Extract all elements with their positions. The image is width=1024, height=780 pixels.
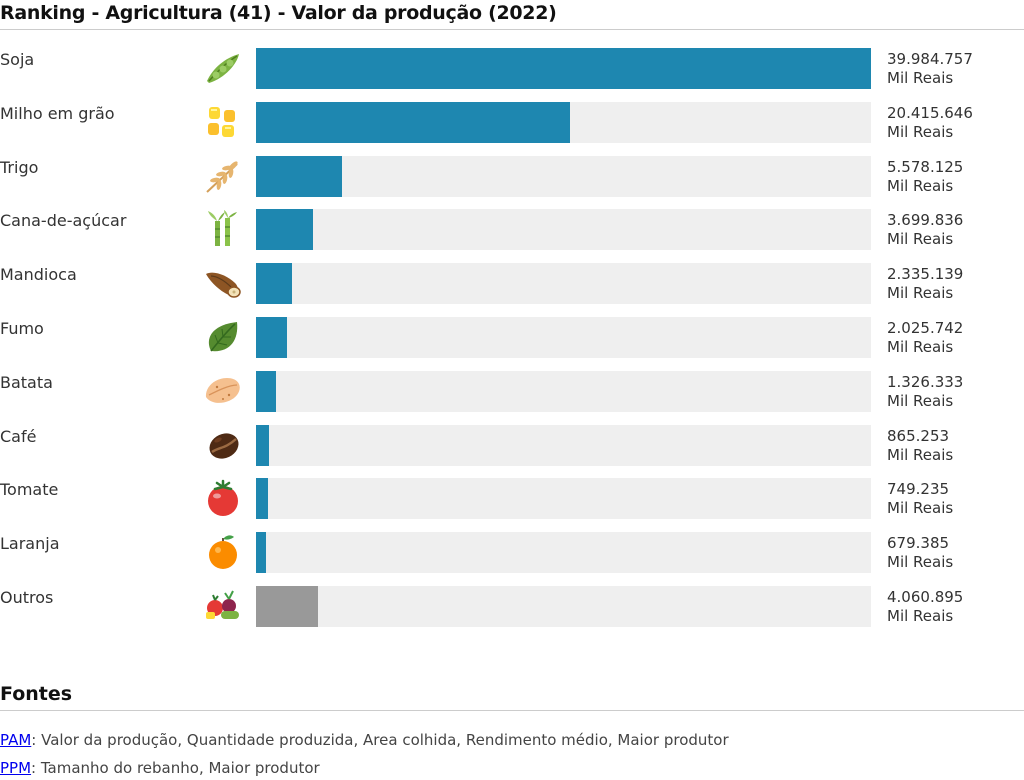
bar-tomate <box>256 478 268 519</box>
value-number: 39.984.757 <box>887 50 973 68</box>
bar-track <box>256 263 871 304</box>
ranking-bar-chart: Soja 39.984.757 Mil Reais Milho em grão 20.4… <box>0 48 1024 638</box>
bar-track <box>256 586 871 627</box>
value-label: 39.984.757 Mil Reais <box>887 50 973 88</box>
value-unit: Mil Reais <box>887 177 954 195</box>
value-unit: Mil Reais <box>887 69 954 87</box>
bar-track <box>256 156 871 197</box>
value-unit: Mil Reais <box>887 123 954 141</box>
ranking-row-trigo: Trigo 5.578.125 Mil Reais <box>0 156 1024 198</box>
bar-track <box>256 478 871 519</box>
value-unit: Mil Reais <box>887 284 954 302</box>
source-pam-link[interactable]: PAM <box>0 731 32 749</box>
bar-track <box>256 48 871 89</box>
value-label: 2.025.742 Mil Reais <box>887 319 963 357</box>
category-label: Batata <box>0 373 53 392</box>
value-number: 4.060.895 <box>887 588 964 606</box>
value-number: 2.335.139 <box>887 265 964 283</box>
value-unit: Mil Reais <box>887 607 954 625</box>
source-ppm-link[interactable]: PPM <box>0 759 32 777</box>
value-label: 3.699.836 Mil Reais <box>887 211 963 249</box>
value-unit: Mil Reais <box>887 392 954 410</box>
source-ppm-description: : Tamanho do rebanho, Maior produtor <box>31 759 320 777</box>
category-label: Laranja <box>0 534 60 553</box>
value-label: 679.385 Mil Reais <box>887 534 953 572</box>
ranking-row-mandioca: Mandioca 2.335.139 Mil Reais <box>0 263 1024 305</box>
bar-mandioca <box>256 263 292 304</box>
ranking-row-soja: Soja 39.984.757 Mil Reais <box>0 48 1024 90</box>
sources-title: Fontes <box>0 683 73 705</box>
sugarcane-icon <box>203 209 243 249</box>
potato-icon <box>203 371 243 411</box>
value-label: 20.415.646 Mil Reais <box>887 104 973 142</box>
source-ppm: PPM: Tamanho do rebanho, Maior produtor <box>0 759 320 777</box>
category-label: Milho em grão <box>0 104 115 123</box>
category-label: Tomate <box>0 480 59 499</box>
mixed-vegetables-icon <box>203 586 243 626</box>
value-unit: Mil Reais <box>887 338 954 356</box>
orange-icon <box>203 532 243 572</box>
category-label: Fumo <box>0 319 44 338</box>
bar-track <box>256 209 871 250</box>
ranking-row-milho-em-grao: Milho em grão 20.415.646 Mil Reais <box>0 102 1024 144</box>
coffee-bean-icon <box>203 425 243 465</box>
category-label: Café <box>0 427 37 446</box>
bar-track <box>256 102 871 143</box>
page-title: Ranking - Agricultura (41) - Valor da pr… <box>0 2 557 24</box>
bar-batata <box>256 371 276 412</box>
bar-soja <box>256 48 871 89</box>
value-unit: Mil Reais <box>887 499 954 517</box>
value-number: 2.025.742 <box>887 319 964 337</box>
category-label: Mandioca <box>0 265 77 284</box>
value-unit: Mil Reais <box>887 553 954 571</box>
ranking-row-cana-de-acucar: Cana-de-açúcar 3.699.836 Mil Reais <box>0 209 1024 251</box>
wheat-icon <box>203 156 243 196</box>
bar-laranja <box>256 532 266 573</box>
ranking-row-laranja: Laranja 679.385 Mil Reais <box>0 532 1024 574</box>
tobacco-leaf-icon <box>203 317 243 357</box>
bar-fumo <box>256 317 287 358</box>
ranking-row-fumo: Fumo 2.025.742 Mil Reais <box>0 317 1024 359</box>
bar-track <box>256 317 871 358</box>
source-pam-description: : Valor da produção, Quantidade produzid… <box>31 731 729 749</box>
category-label: Outros <box>0 588 54 607</box>
ranking-row-outros: Outros 4.060.895 Mil Reais <box>0 586 1024 628</box>
category-label: Trigo <box>0 158 39 177</box>
tomato-icon <box>203 478 243 518</box>
sources-divider <box>0 710 1024 711</box>
bar-cana-de-acucar <box>256 209 313 250</box>
value-label: 5.578.125 Mil Reais <box>887 158 963 196</box>
value-number: 749.235 <box>887 480 950 498</box>
ranking-row-cafe: Café 865.253 Mil Reais <box>0 425 1024 467</box>
value-label: 1.326.333 Mil Reais <box>887 373 963 411</box>
value-number: 20.415.646 <box>887 104 973 122</box>
cassava-icon <box>203 263 243 303</box>
bar-track <box>256 425 871 466</box>
bar-cafe <box>256 425 269 466</box>
value-number: 679.385 <box>887 534 950 552</box>
bar-outros <box>256 586 318 627</box>
value-unit: Mil Reais <box>887 446 954 464</box>
bar-milho-em-grao <box>256 102 570 143</box>
bar-track <box>256 532 871 573</box>
bar-track <box>256 371 871 412</box>
value-unit: Mil Reais <box>887 230 954 248</box>
title-divider <box>0 29 1024 30</box>
value-label: 865.253 Mil Reais <box>887 427 953 465</box>
value-label: 749.235 Mil Reais <box>887 480 953 518</box>
bar-trigo <box>256 156 342 197</box>
value-number: 3.699.836 <box>887 211 964 229</box>
corn-icon <box>203 102 243 142</box>
soybean-icon <box>203 48 243 88</box>
category-label: Cana-de-açúcar <box>0 211 127 230</box>
source-pam: PAM: Valor da produção, Quantidade produ… <box>0 731 729 749</box>
ranking-row-tomate: Tomate 749.235 Mil Reais <box>0 478 1024 520</box>
value-number: 1.326.333 <box>887 373 964 391</box>
category-label: Soja <box>0 50 35 69</box>
value-label: 4.060.895 Mil Reais <box>887 588 963 626</box>
ranking-row-batata: Batata 1.326.333 Mil Reais <box>0 371 1024 413</box>
value-label: 2.335.139 Mil Reais <box>887 265 963 303</box>
value-number: 865.253 <box>887 427 950 445</box>
value-number: 5.578.125 <box>887 158 964 176</box>
